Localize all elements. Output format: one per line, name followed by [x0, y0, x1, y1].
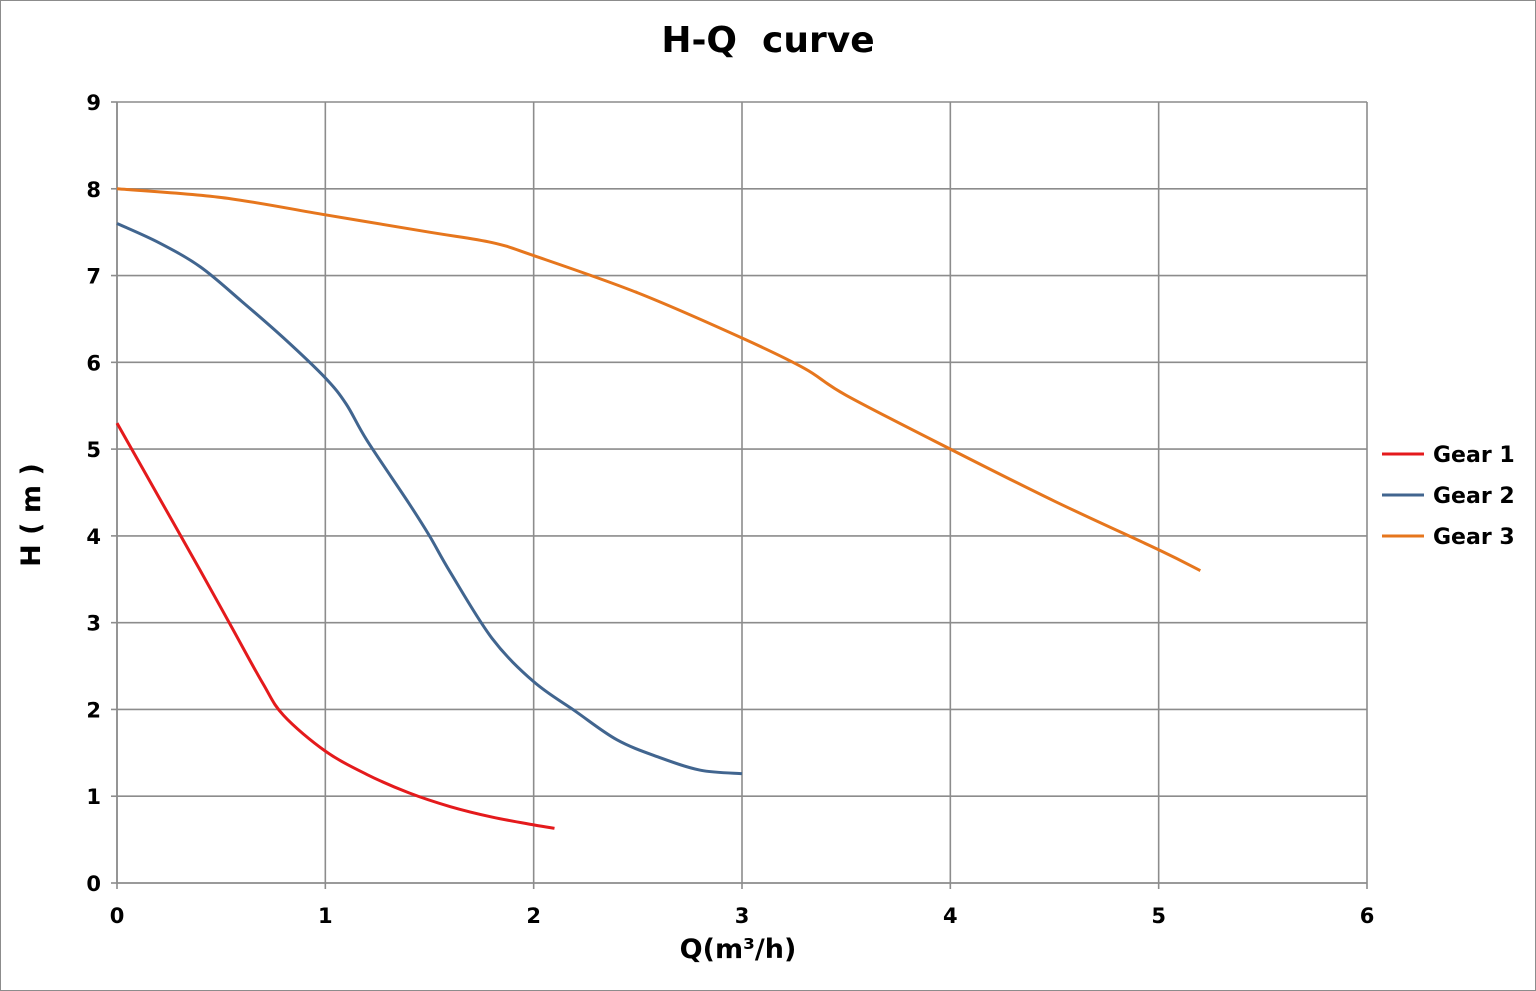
x-axis-title: Q(m³/h) — [680, 934, 797, 965]
y-tick-label: 1 — [86, 785, 101, 809]
tick-labels: 0 1 2 3 4 5 6 0 1 2 3 4 5 6 7 8 9 — [86, 91, 1374, 928]
x-tick-label: 5 — [1151, 904, 1166, 928]
series-line-gear-1 — [115, 422, 555, 830]
x-tick-label: 1 — [318, 904, 333, 928]
legend-label-gear-1: Gear 1 — [1433, 443, 1515, 468]
legend-label-gear-3: Gear 3 — [1433, 525, 1515, 550]
grid — [111, 101, 1368, 889]
y-tick-label: 8 — [86, 178, 101, 202]
y-axis-title: H ( m ) — [16, 463, 47, 567]
y-tick-label: 2 — [86, 698, 101, 722]
y-tick-label: 3 — [86, 612, 101, 636]
x-tick-label: 3 — [735, 904, 750, 928]
legend: Gear 1 Gear 2 Gear 3 — [1382, 443, 1515, 550]
y-tick-label: 7 — [86, 265, 101, 289]
series-line-gear-2 — [116, 222, 743, 776]
x-tick-label: 0 — [110, 904, 125, 928]
y-tick-label: 5 — [86, 438, 101, 462]
y-tick-label: 6 — [86, 351, 101, 375]
series-line-gear-3 — [116, 187, 1202, 572]
x-tick-label: 2 — [526, 904, 541, 928]
series-group — [115, 187, 1202, 830]
x-tick-label: 4 — [943, 904, 958, 928]
y-tick-label: 9 — [86, 91, 101, 115]
chart-title: H-Q curve — [661, 20, 874, 61]
y-tick-label: 4 — [86, 525, 101, 549]
y-tick-label: 0 — [86, 872, 101, 896]
x-tick-label: 6 — [1360, 904, 1375, 928]
legend-label-gear-2: Gear 2 — [1433, 484, 1515, 509]
